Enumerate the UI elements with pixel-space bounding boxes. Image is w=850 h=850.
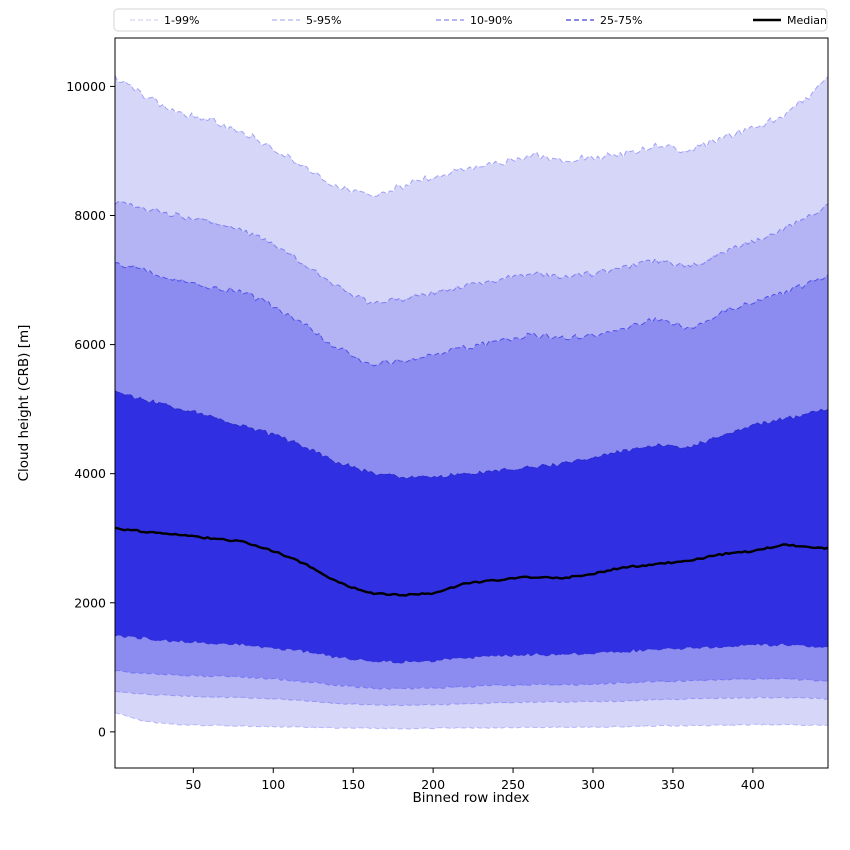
p99-edge-line [115,75,828,197]
plot-area [115,75,828,730]
y-axis-label: Cloud height (CRB) [m] [16,325,32,482]
y-tick-label: 8000 [74,208,106,223]
p5-edge-line [115,690,828,707]
y-tick-label: 4000 [74,466,106,481]
x-tick-label: 300 [581,777,605,792]
median-line [115,526,828,597]
p95-edge-line [115,201,828,305]
legend-entry-label: 1-99% [164,14,199,27]
x-tick-label: 200 [421,777,445,792]
p10-edge-line [115,669,828,690]
y-tick-label: 6000 [74,337,106,352]
band-25-75% [115,391,828,664]
x-axis-label: Binned row index [412,790,529,806]
y-tick-label: 2000 [74,595,106,610]
axes-box [114,37,829,769]
p75-edge-line [115,390,828,479]
legend-box [113,8,828,32]
legend-entry-label: 5-95% [306,14,341,27]
y-tick-label: 0 [98,724,106,739]
p25-edge-line [115,634,828,664]
p90-edge-line [115,262,828,367]
x-tick-label: 100 [261,777,285,792]
legend: 1-99% 5-95% 10-90% 25-75% Median [113,8,828,32]
legend-entry-label: 10-90% [470,14,512,27]
y-tick-label: 10000 [66,79,106,94]
x-tick-label: 150 [341,777,365,792]
x-tick-label: 250 [501,777,525,792]
p1-edge-line [115,711,828,730]
x-tick-label: 350 [661,777,685,792]
legend-entry-label: Median [787,14,827,27]
x-tick-label: 400 [741,777,765,792]
x-axis-ticks: 50 100 150 200 250 300 350 400 [185,768,765,792]
legend-entry-label: 25-75% [600,14,642,27]
y-axis-ticks: 0 2000 4000 6000 8000 10000 [66,79,115,739]
x-tick-label: 50 [185,777,201,792]
